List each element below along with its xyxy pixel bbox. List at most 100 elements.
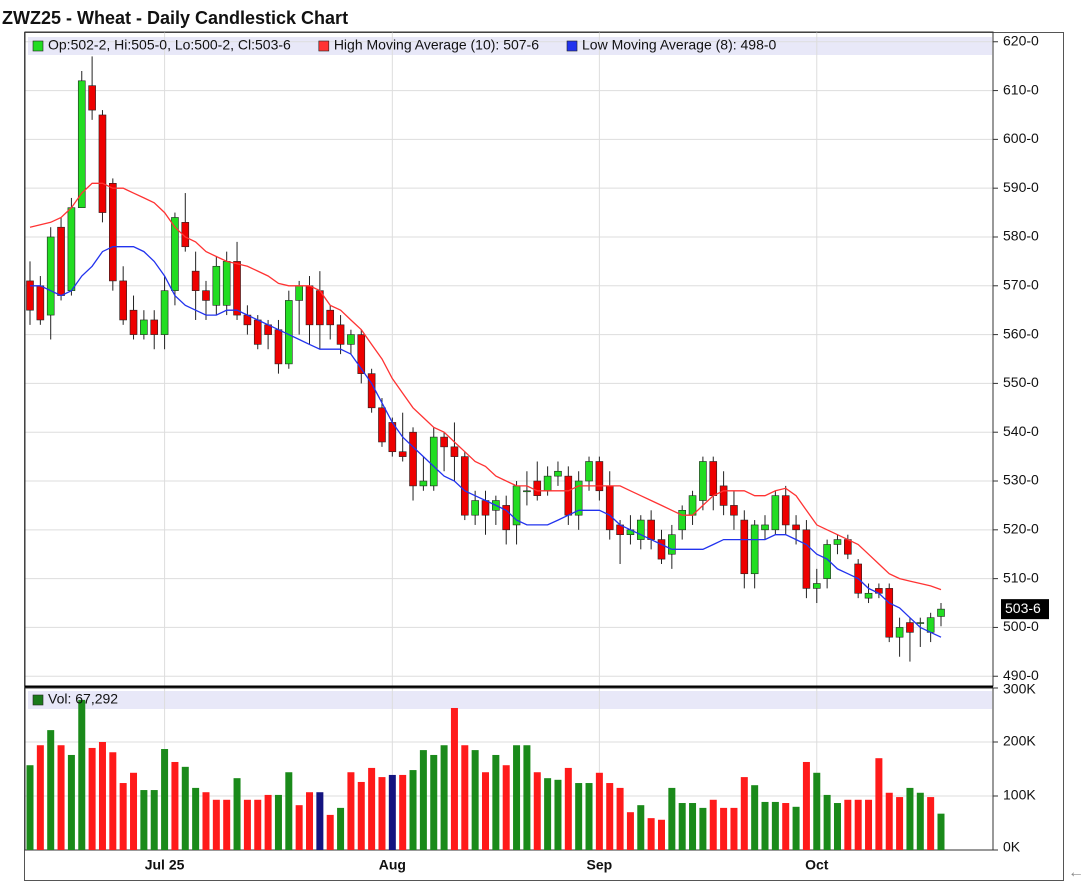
volume-bar: [792, 806, 800, 850]
volume-bar: [192, 787, 200, 850]
volume-bar: [906, 787, 914, 850]
moving-average-line: [30, 246, 942, 638]
volume-bar: [616, 787, 624, 850]
candle-body: [98, 114, 107, 213]
volume-bar: [181, 766, 189, 850]
candle-body: [833, 539, 842, 545]
chart-title: ZWZ25 - Wheat - Daily Candlestick Chart: [2, 8, 348, 28]
candle-body: [233, 261, 241, 316]
volume-bar: [482, 772, 489, 850]
legend-swatch: [32, 40, 44, 52]
candle-body: [926, 617, 935, 633]
candle-body: [792, 524, 800, 531]
candle-body: [347, 334, 355, 345]
volume-bar: [927, 797, 935, 850]
candle-body: [191, 270, 200, 291]
y-tick-label: 0K: [1003, 839, 1021, 855]
nav-arrow: ←: [1068, 864, 1084, 881]
candle-body: [595, 461, 604, 492]
candle-body: [906, 622, 914, 633]
volume-bar: [171, 761, 179, 850]
x-tick-label: Aug: [379, 857, 406, 873]
volume-bar: [243, 799, 251, 850]
volume-bar: [875, 758, 883, 850]
volume-bar: [306, 792, 314, 850]
candle-body: [585, 461, 593, 482]
volume-bar: [430, 754, 438, 850]
candle-body: [357, 334, 366, 374]
volume-bar: [47, 730, 55, 850]
y-tick-label: 100K: [1003, 787, 1036, 803]
volume-bar: [202, 792, 210, 850]
volume-bar: [492, 754, 500, 850]
candle-body: [460, 456, 469, 516]
x-tick-label: Oct: [805, 857, 829, 873]
candle-body: [367, 373, 376, 409]
volume-bar: [161, 749, 169, 850]
volume-legend-strip: [28, 691, 992, 709]
y-tick-label: 510-0: [1003, 569, 1039, 585]
volume-bar: [368, 767, 376, 850]
candle-body: [812, 583, 821, 589]
volume-bar: [337, 807, 345, 850]
volume-bar: [709, 799, 717, 850]
candle-body: [378, 407, 386, 443]
y-tick-label: 530-0: [1003, 472, 1039, 488]
volume-bar: [502, 765, 510, 850]
volume-bar: [544, 778, 552, 850]
volume-bar: [326, 814, 334, 850]
candle-body: [543, 475, 552, 492]
candle-body: [771, 495, 780, 531]
candle-body: [719, 485, 728, 506]
volume-bar: [57, 745, 65, 850]
candle-body: [222, 261, 231, 306]
volume-bar: [254, 799, 262, 850]
x-tick-label: Jul 25: [145, 857, 185, 873]
volume-bar: [813, 772, 821, 850]
legend-label: Vol: 67,292: [48, 691, 118, 707]
legend-swatch: [566, 40, 578, 52]
volume-bar: [419, 750, 427, 850]
volume-bar: [461, 745, 469, 850]
candle-body: [295, 285, 303, 301]
y-tick-label: 500-0: [1003, 618, 1039, 634]
volume-bar: [823, 794, 831, 850]
candle-body: [150, 319, 159, 335]
volume-bar: [554, 779, 562, 850]
volume-bar: [689, 803, 697, 850]
volume-bar: [440, 745, 448, 850]
candle-body: [450, 446, 459, 457]
y-tick-label: 520-0: [1003, 521, 1039, 537]
candle-body: [668, 534, 676, 555]
volume-bar: [730, 807, 738, 850]
moving-average-line: [29, 182, 942, 591]
volume-bar: [388, 774, 396, 850]
volume-bar: [740, 777, 748, 850]
volume-bar: [223, 799, 231, 850]
volume-bar: [865, 799, 873, 850]
candle-body: [844, 539, 852, 555]
candle-body: [481, 500, 490, 516]
candle-body: [109, 182, 117, 282]
volume-bar: [285, 772, 293, 850]
candle-body: [512, 485, 521, 526]
volume-bar: [854, 799, 862, 850]
y-tick-label: 570-0: [1003, 276, 1039, 292]
volume-bar: [130, 772, 138, 850]
volume-bar: [885, 792, 893, 850]
volume-bar: [771, 801, 779, 850]
price-panel: [24, 31, 994, 687]
volume-bar: [575, 783, 583, 850]
candle-body: [781, 495, 790, 526]
volume-bar: [471, 750, 479, 850]
candle-body: [409, 431, 417, 487]
candle-body: [129, 309, 138, 335]
candle-body: [140, 319, 148, 335]
candle-body: [67, 207, 76, 291]
volume-bar: [150, 790, 158, 850]
candle-body: [605, 485, 614, 531]
candle-body: [802, 529, 811, 589]
volume-bar: [295, 805, 303, 850]
volume-bar: [347, 772, 355, 850]
volume-bar: [585, 783, 593, 850]
